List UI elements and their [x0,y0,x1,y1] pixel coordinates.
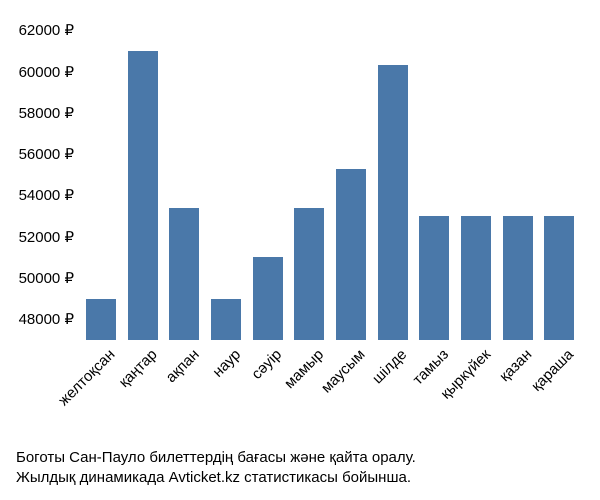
bar [544,216,574,340]
x-tick-label: маусым [318,346,369,397]
bar [86,299,116,340]
y-tick-label: 48000 ₽ [19,310,74,328]
bar [128,51,158,340]
x-tick-label: шілде [369,346,410,387]
bar [461,216,491,340]
bar [253,257,283,340]
x-tick-label: қаңтар [116,346,161,391]
y-tick-label: 56000 ₽ [19,145,74,163]
bar [211,299,241,340]
y-axis: 48000 ₽ 50000 ₽ 52000 ₽ 54000 ₽ 56000 ₽ 58000… [0,20,80,340]
y-tick-label: 58000 ₽ [19,104,74,122]
y-tick-label: 50000 ₽ [19,269,74,287]
bar [378,65,408,340]
bar [419,216,449,340]
x-tick-label: қазан [496,346,535,385]
bars-group [80,20,580,340]
caption: Боготы Сан-Пауло билеттердің бағасы және… [16,448,416,489]
x-tick-label: сәуір [249,346,286,383]
x-tick-label: қараша [528,346,577,395]
y-tick-label: 62000 ₽ [19,21,74,39]
chart-container: 48000 ₽ 50000 ₽ 52000 ₽ 54000 ₽ 56000 ₽ 58000… [0,0,600,500]
y-tick-label: 60000 ₽ [19,63,74,81]
caption-line-2: Жылдық динамикада Avticket.kz статистика… [16,468,416,488]
x-tick-label: ақпан [162,346,202,386]
plot-area [80,20,580,340]
x-axis: желтоқсанқаңтарақпаннаурсәуірмамырмаусым… [80,340,580,440]
bar [336,169,366,340]
bar [169,208,199,340]
y-tick-label: 52000 ₽ [19,228,74,246]
y-tick-label: 54000 ₽ [19,186,74,204]
bar [503,216,533,340]
bar [294,208,324,340]
x-tick-label: желтоқсан [56,346,119,409]
x-tick-label: наур [209,346,244,381]
caption-line-1: Боготы Сан-Пауло билеттердің бағасы және… [16,448,416,468]
